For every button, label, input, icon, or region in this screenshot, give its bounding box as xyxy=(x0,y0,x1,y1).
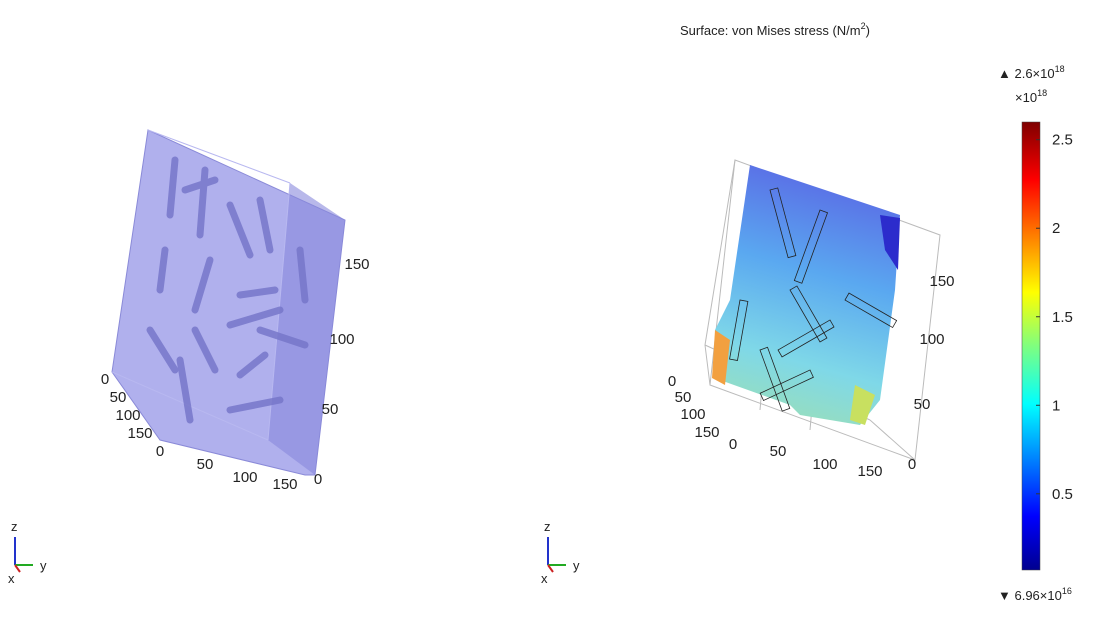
triad-label: z xyxy=(544,519,551,534)
triad-label: z xyxy=(11,519,18,534)
colorbar-max: ▲ 2.6×1018 xyxy=(998,64,1065,81)
x-axis-label: 0 xyxy=(101,371,109,388)
z-axis-label: 150 xyxy=(344,256,369,273)
plot-title-text: Surface: von Mises stress (N/m xyxy=(680,23,861,38)
y-axis-label: 150 xyxy=(272,476,297,493)
page: { "left_view": { "x_axis_labels": [0, 50… xyxy=(0,0,1112,619)
colorbar-max-text: ▲ 2.6×10 xyxy=(998,66,1055,81)
triad-label: x xyxy=(541,571,548,586)
y-axis-label: 150 xyxy=(857,463,882,480)
x-axis-label: 100 xyxy=(115,407,140,424)
left-triad xyxy=(15,537,33,572)
plot-title: Surface: von Mises stress (N/m2) xyxy=(680,21,870,38)
colorbar-min: ▼ 6.96×1016 xyxy=(998,586,1072,603)
x-axis-label: 50 xyxy=(110,389,127,406)
colorbar-max-sup: 18 xyxy=(1055,64,1065,74)
y-axis-label: 0 xyxy=(156,443,164,460)
colorbar-multiplier-sup: 18 xyxy=(1037,88,1047,98)
y-axis-label: 50 xyxy=(197,456,214,473)
colorbar-min-text: ▼ 6.96×10 xyxy=(998,588,1062,603)
z-axis-label: 0 xyxy=(908,456,916,473)
colorbar-tick-label: 1.5 xyxy=(1052,309,1073,326)
colorbar-multiplier: ×1018 xyxy=(1015,88,1047,105)
y-axis-label: 50 xyxy=(770,443,787,460)
y-axis-label: 100 xyxy=(232,469,257,486)
left-geometry xyxy=(112,130,345,475)
triad-label: x xyxy=(8,571,15,586)
colorbar-min-sup: 16 xyxy=(1062,586,1072,596)
x-axis-label: 50 xyxy=(675,389,692,406)
right-triad xyxy=(548,537,566,572)
x-axis-label: 100 xyxy=(680,406,705,423)
triad-label: y xyxy=(573,558,580,573)
colorbar-tick-label: 0.5 xyxy=(1052,486,1073,503)
z-axis-label: 100 xyxy=(919,331,944,348)
figure: 050100150050100150050100150zxy0501001500… xyxy=(0,0,1112,614)
y-axis-label: 100 xyxy=(812,456,837,473)
colorbar xyxy=(1022,122,1040,570)
x-axis-label: 150 xyxy=(127,425,152,442)
x-axis-label: 150 xyxy=(694,424,719,441)
z-axis-label: 150 xyxy=(929,273,954,290)
triad-label: y xyxy=(40,558,47,573)
colorbar-tick-label: 1 xyxy=(1052,397,1060,414)
colorbar-tick-label: 2 xyxy=(1052,220,1060,237)
z-axis-label: 100 xyxy=(329,331,354,348)
right-geometry xyxy=(705,160,940,460)
z-axis-label: 0 xyxy=(314,471,322,488)
x-axis-label: 0 xyxy=(668,373,676,390)
colorbar-multiplier-text: ×10 xyxy=(1015,90,1037,105)
y-axis-label: 0 xyxy=(729,436,737,453)
z-axis-label: 50 xyxy=(914,396,931,413)
z-axis-label: 50 xyxy=(322,401,339,418)
plot-title-end: ) xyxy=(866,23,870,38)
colorbar-tick-label: 2.5 xyxy=(1052,132,1073,149)
